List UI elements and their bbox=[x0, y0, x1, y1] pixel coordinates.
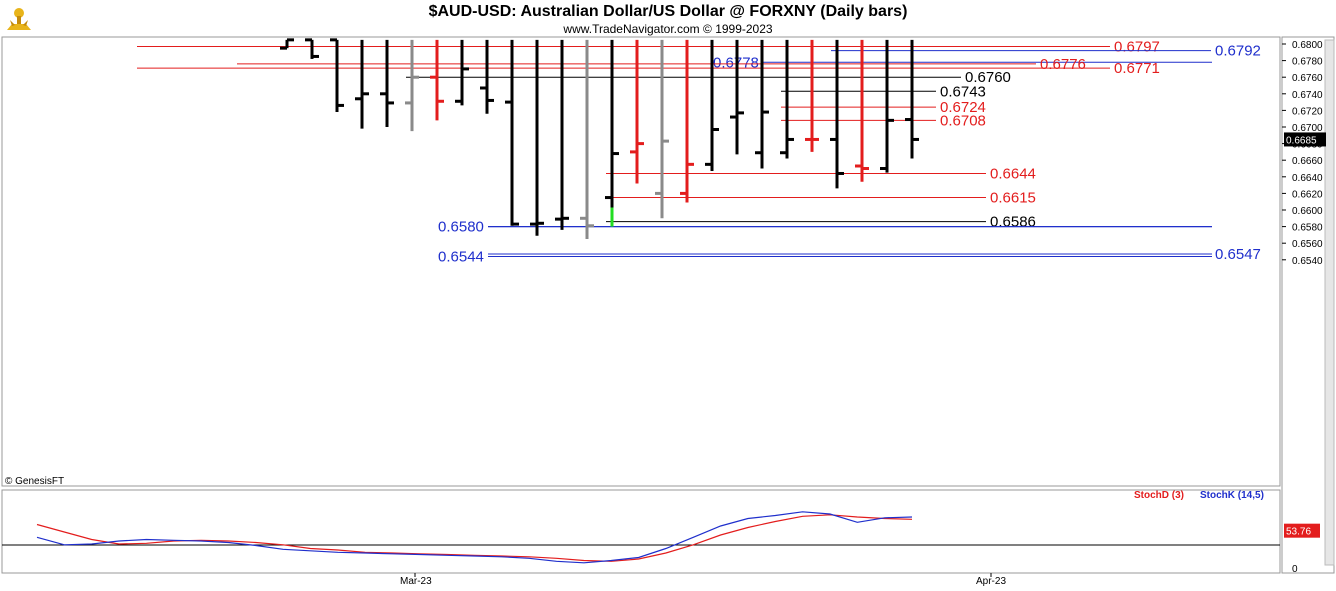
x-tick-label: Apr-23 bbox=[976, 576, 1006, 587]
legend-stochd: StochD (3) bbox=[1134, 490, 1184, 501]
stochastic-series-line bbox=[36, 514, 913, 562]
y-tick-label: 0.6620 bbox=[1292, 189, 1323, 200]
last-price-badge bbox=[1284, 132, 1326, 147]
level-label: 0.6797 bbox=[1114, 38, 1160, 55]
level-label: 0.6586 bbox=[990, 214, 1036, 231]
level-label: 0.6615 bbox=[990, 190, 1036, 207]
level-label: 0.6771 bbox=[1114, 60, 1160, 77]
axis-scrollbar bbox=[1324, 39, 1335, 566]
y-tick-label: 0.6780 bbox=[1292, 57, 1323, 68]
level-label: 0.6743 bbox=[940, 83, 986, 100]
y-tick-label: 0.6740 bbox=[1292, 90, 1323, 101]
legend-stochk: StochK (14,5) bbox=[1200, 490, 1264, 501]
y-tick-label: 0.6660 bbox=[1292, 156, 1323, 167]
level-label: 0.6580 bbox=[438, 219, 484, 236]
y-tick-label: 0.6580 bbox=[1292, 223, 1323, 234]
level-label: 0.6760 bbox=[965, 69, 1011, 86]
level-label: 0.6776 bbox=[1040, 56, 1086, 73]
y-tick-label: 0.6800 bbox=[1292, 40, 1323, 51]
stoch-y-tick-label: 0 bbox=[1292, 564, 1298, 575]
last-price-value: 0.6685 bbox=[1286, 135, 1317, 146]
chart-subtitle: www.TradeNavigator.com © 1999-2023 bbox=[563, 22, 773, 36]
price-pane-frame bbox=[1, 36, 1281, 487]
y-tick-label: 0.6720 bbox=[1292, 106, 1323, 117]
level-label: 0.6644 bbox=[990, 165, 1036, 182]
y-tick-label: 0.6700 bbox=[1292, 123, 1323, 134]
chart-title: $AUD-USD: Australian Dollar/US Dollar @ … bbox=[428, 3, 908, 20]
y-tick-label: 0.6760 bbox=[1292, 73, 1323, 84]
level-label: 0.6724 bbox=[940, 99, 986, 116]
stochastic-pane-frame bbox=[1, 489, 1281, 574]
trade-navigator-logo bbox=[7, 8, 31, 30]
y-tick-label: 0.6560 bbox=[1292, 239, 1323, 250]
genesis-credit: © GenesisFT bbox=[5, 476, 64, 487]
x-tick-label: Mar-23 bbox=[400, 576, 432, 587]
level-label: 0.6708 bbox=[940, 112, 986, 129]
y-tick-label: 0.6540 bbox=[1292, 256, 1323, 267]
stoch-last-value: 53.76 bbox=[1286, 527, 1311, 538]
y-tick-label: 0.6640 bbox=[1292, 173, 1323, 184]
y-tick-label: 0.6600 bbox=[1292, 206, 1323, 217]
stochastic-series-line bbox=[36, 511, 913, 564]
level-label: 0.6547 bbox=[1215, 246, 1261, 263]
level-label: 0.6544 bbox=[438, 248, 484, 265]
level-label: 0.6792 bbox=[1215, 43, 1261, 60]
stoch-last-badge bbox=[1284, 523, 1320, 538]
